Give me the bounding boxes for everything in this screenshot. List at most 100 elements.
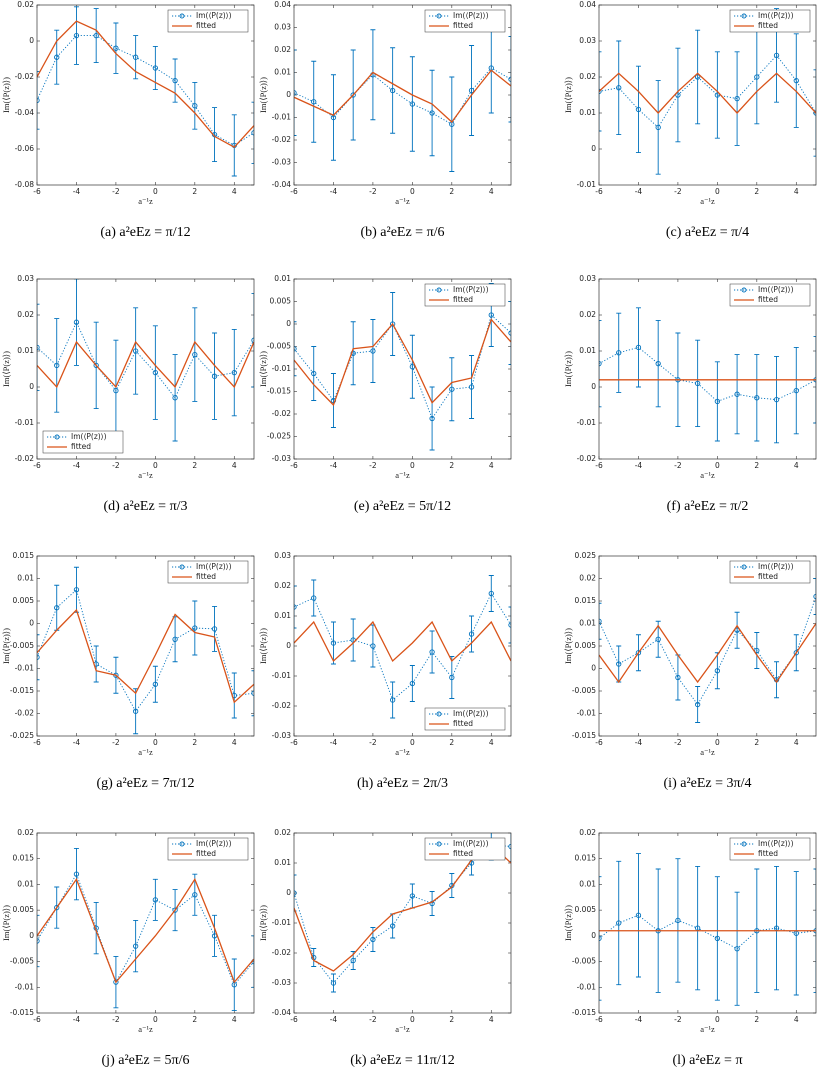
data-point — [793, 387, 799, 394]
data-point — [449, 386, 455, 392]
x-tick-label: 0 — [153, 1015, 158, 1024]
fit-line — [294, 318, 511, 407]
x-tick-label: -2 — [674, 738, 682, 747]
caption: (k) a²eEz = 11π/12 — [350, 1053, 455, 1068]
error-bar — [469, 355, 475, 419]
x-axis-label: a⁻¹z — [138, 1024, 153, 1034]
error-bar — [429, 386, 435, 451]
fit-line — [294, 620, 511, 663]
x-axis-label: a⁻¹z — [700, 470, 715, 480]
data-point — [714, 935, 721, 942]
y-tick-label: 0.02 — [17, 0, 34, 9]
error-bar — [793, 871, 799, 996]
error-bar — [469, 45, 475, 136]
error-bar — [311, 60, 317, 143]
legend-label: Im(⟨P(z)⟩) — [196, 839, 232, 848]
axes-frame — [598, 832, 817, 1014]
data-point — [635, 912, 642, 918]
y-tick-label: -0.02 — [15, 454, 35, 463]
data-point — [54, 605, 60, 611]
error-bar — [93, 645, 99, 683]
x-tick-label: 0 — [715, 187, 720, 196]
y-tick-label: 0.01 — [274, 858, 291, 867]
y-tick-label: 0.02 — [17, 828, 34, 837]
y-tick-label: 0.01 — [579, 346, 596, 355]
error-bar — [231, 958, 237, 1011]
y-tick-label: -0.01 — [577, 982, 597, 991]
axes-frame — [36, 278, 255, 460]
axes-frame — [293, 832, 512, 1014]
legend-label: fitted — [758, 21, 778, 30]
data-point — [132, 708, 139, 714]
data-point — [488, 590, 494, 597]
legend-label: Im(⟨P(z)⟩) — [453, 285, 489, 294]
data-point — [211, 373, 218, 379]
y-tick-label: -0.015 — [10, 1008, 34, 1017]
data-point — [73, 587, 80, 593]
x-tick-label: 0 — [153, 461, 158, 470]
x-tick-label: -4 — [330, 738, 338, 747]
data-point — [37, 654, 40, 660]
data-point — [350, 92, 356, 98]
legend-label: Im(⟨P(z)⟩) — [196, 562, 232, 571]
data-point — [734, 627, 740, 633]
data-point — [409, 680, 416, 687]
subplot: -0.015 -0.01 -0.005 0 0.005 0.01 0.015 0.02 0.02… — [563, 551, 817, 791]
data-point — [192, 625, 198, 631]
x-tick-label: 4 — [489, 187, 494, 196]
error-bar — [251, 670, 254, 717]
y-tick-label: -0.03 — [272, 158, 292, 167]
data-point — [370, 348, 376, 354]
y-tick-label: -0.01 — [15, 982, 35, 991]
error-bar — [330, 373, 336, 428]
y-axis-label: Im(⟨P(z)⟩) — [563, 351, 573, 387]
error-bar — [73, 847, 79, 901]
error-bar — [813, 868, 816, 993]
x-tick-label: 2 — [754, 187, 759, 196]
y-tick-label: 0.025 — [575, 551, 597, 560]
error-bar — [251, 292, 254, 388]
error-bar — [212, 107, 218, 163]
data-point — [192, 351, 198, 358]
axes-frame — [598, 278, 817, 460]
x-tick-label: -4 — [635, 461, 643, 470]
x-tick-label: -4 — [635, 187, 643, 196]
y-tick-label: 0.01 — [17, 879, 34, 888]
legend-label: Im(⟨P(z)⟩) — [453, 709, 489, 718]
data-point — [734, 95, 740, 102]
x-tick-label: -6 — [595, 461, 603, 470]
y-tick-label: -0.015 — [267, 387, 291, 396]
plot-area — [599, 5, 816, 185]
plot-content — [294, 22, 511, 172]
y-axis-label: Im(⟨P(z)⟩) — [563, 628, 573, 664]
error-bar — [409, 56, 415, 152]
y-tick-label: -0.005 — [10, 641, 34, 650]
x-tick-label: 4 — [232, 738, 237, 747]
legend-marker — [436, 13, 442, 19]
data-point — [409, 893, 416, 899]
data-point — [192, 892, 198, 898]
y-tick-label: 0.03 — [274, 23, 291, 32]
x-tick-label: 2 — [449, 461, 454, 470]
x-tick-label: 0 — [410, 738, 415, 747]
x-tick-label: 2 — [449, 1015, 454, 1024]
x-tick-label: 4 — [794, 738, 799, 747]
plot-content — [599, 578, 816, 723]
y-tick-label: -0.02 — [15, 72, 35, 81]
y-tick-label: 0.01 — [579, 879, 596, 888]
subplot: -0.02 -0.01 0 0.01 0.02 0.03 -6 -4 -2 0 2 4 a⁻¹z Im(⟨… — [1, 274, 255, 514]
error-bar — [350, 618, 356, 662]
data-point — [488, 312, 494, 318]
data-line — [37, 873, 254, 986]
data-point — [429, 415, 435, 422]
data-point — [113, 45, 119, 51]
y-tick-label: 0.005 — [13, 905, 35, 914]
data-point — [714, 398, 721, 405]
error-bar — [152, 325, 158, 420]
caption: (a) a²eEz = π/12 — [100, 225, 190, 240]
error-bar — [133, 919, 139, 973]
caption: (b) a²eEz = π/6 — [360, 225, 444, 240]
legend-label: fitted — [196, 572, 216, 581]
data-point — [599, 935, 602, 942]
